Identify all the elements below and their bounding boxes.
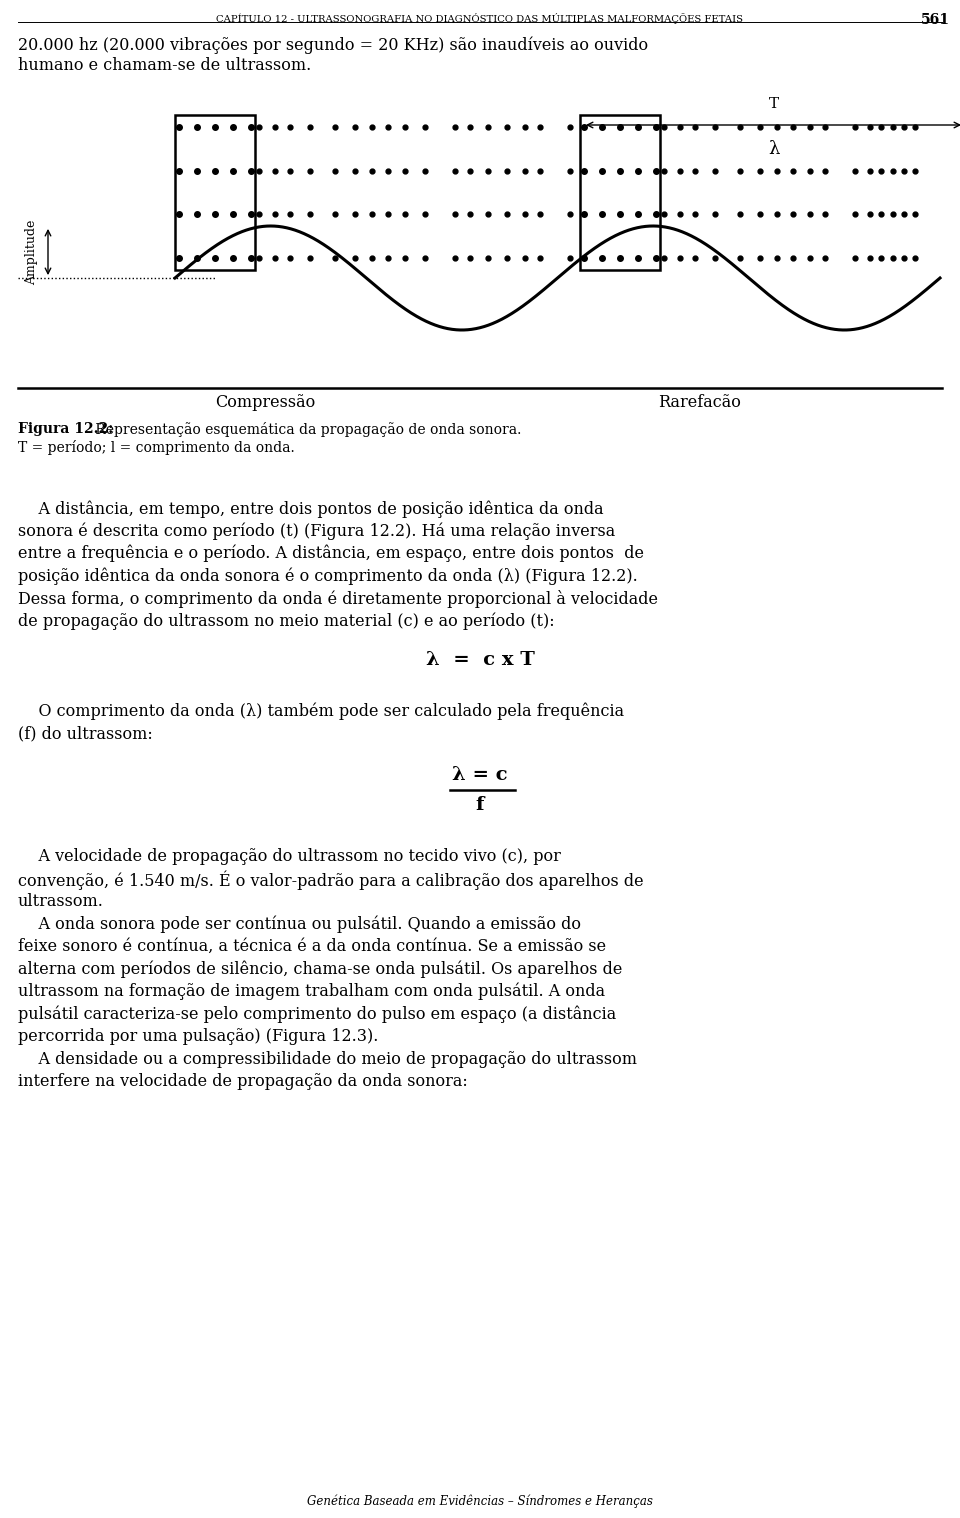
Text: convenção, é 1.540 m/s. É o valor-padrão para a calibração dos aparelhos de: convenção, é 1.540 m/s. É o valor-padrão…: [18, 870, 643, 890]
Text: ultrassom.: ultrassom.: [18, 893, 104, 909]
Text: A velocidade de propagação do ultrassom no tecido vivo (c), por: A velocidade de propagação do ultrassom …: [18, 849, 561, 865]
Text: T = período; l = comprimento da onda.: T = período; l = comprimento da onda.: [18, 440, 295, 455]
Text: Amplitude: Amplitude: [25, 219, 38, 285]
Text: ultrassom na formação de imagem trabalham com onda pulsátil. A onda: ultrassom na formação de imagem trabalha…: [18, 984, 605, 1000]
Text: 561: 561: [921, 14, 950, 27]
Text: Rarefacão: Rarefacão: [659, 395, 741, 411]
Text: λ: λ: [768, 140, 780, 158]
Text: humano e chamam-se de ultrassom.: humano e chamam-se de ultrassom.: [18, 58, 311, 74]
Text: λ  =  c x T: λ = c x T: [425, 651, 535, 669]
Text: Dessa forma, o comprimento da onda é diretamente proporcional à velocidade: Dessa forma, o comprimento da onda é dir…: [18, 591, 658, 609]
Text: A distância, em tempo, entre dois pontos de posição idêntica da onda: A distância, em tempo, entre dois pontos…: [18, 499, 604, 518]
Text: Compressão: Compressão: [215, 395, 315, 411]
Bar: [175, 115, 255, 270]
Text: Genética Baseada em Evidências – Síndromes e Heranças: Genética Baseada em Evidências – Síndrom…: [307, 1495, 653, 1507]
Text: CAPÍTULO 12 - ULTRASSONOGRAFIA NO DIAGNÓSTICO DAS MÚLTIPLAS MALFORMAÇÕES FETAIS: CAPÍTULO 12 - ULTRASSONOGRAFIA NO DIAGNÓ…: [217, 14, 743, 24]
Text: O comprimento da onda (λ) também pode ser calculado pela frequência: O comprimento da onda (λ) também pode se…: [18, 703, 624, 721]
Text: pulsátil caracteriza-se pelo comprimento do pulso em espaço (a distância: pulsátil caracteriza-se pelo comprimento…: [18, 1005, 616, 1023]
Text: A onda sonora pode ser contínua ou pulsátil. Quando a emissão do: A onda sonora pode ser contínua ou pulsá…: [18, 915, 581, 934]
Text: λ = c: λ = c: [452, 767, 508, 783]
Text: A densidade ou a compressibilidade do meio de propagação do ultrassom: A densidade ou a compressibilidade do me…: [18, 1050, 637, 1067]
Text: f: f: [476, 795, 484, 814]
Text: sonora é descrita como período (t) (Figura 12.2). Há uma relação inversa: sonora é descrita como período (t) (Figu…: [18, 522, 615, 540]
Text: T: T: [768, 97, 779, 111]
Text: 20.000 hz (20.000 vibrações por segundo = 20 KHz) são inaudíveis ao ouvido: 20.000 hz (20.000 vibrações por segundo …: [18, 36, 648, 53]
Text: entre a frequência e o período. A distância, em espaço, entre dois pontos  de: entre a frequência e o período. A distân…: [18, 545, 644, 563]
Text: Figura 12.2:: Figura 12.2:: [18, 422, 113, 436]
Bar: [580, 115, 660, 270]
Text: alterna com períodos de silêncio, chama-se onda pulsátil. Os aparelhos de: alterna com períodos de silêncio, chama-…: [18, 961, 622, 978]
Text: de propagação do ultrassom no meio material (c) e ao período (t):: de propagação do ultrassom no meio mater…: [18, 612, 555, 630]
Text: interfere na velocidade de propagação da onda sonora:: interfere na velocidade de propagação da…: [18, 1073, 468, 1090]
Text: (f) do ultrassom:: (f) do ultrassom:: [18, 726, 153, 742]
Text: feixe sonoro é contínua, a técnica é a da onda contínua. Se a emissão se: feixe sonoro é contínua, a técnica é a d…: [18, 938, 606, 955]
Text: Representação esquemática da propagação de onda sonora.: Representação esquemática da propagação …: [91, 422, 521, 437]
Text: posição idêntica da onda sonora é o comprimento da onda (λ) (Figura 12.2).: posição idêntica da onda sonora é o comp…: [18, 568, 637, 584]
Text: percorrida por uma pulsação) (Figura 12.3).: percorrida por uma pulsação) (Figura 12.…: [18, 1028, 378, 1044]
